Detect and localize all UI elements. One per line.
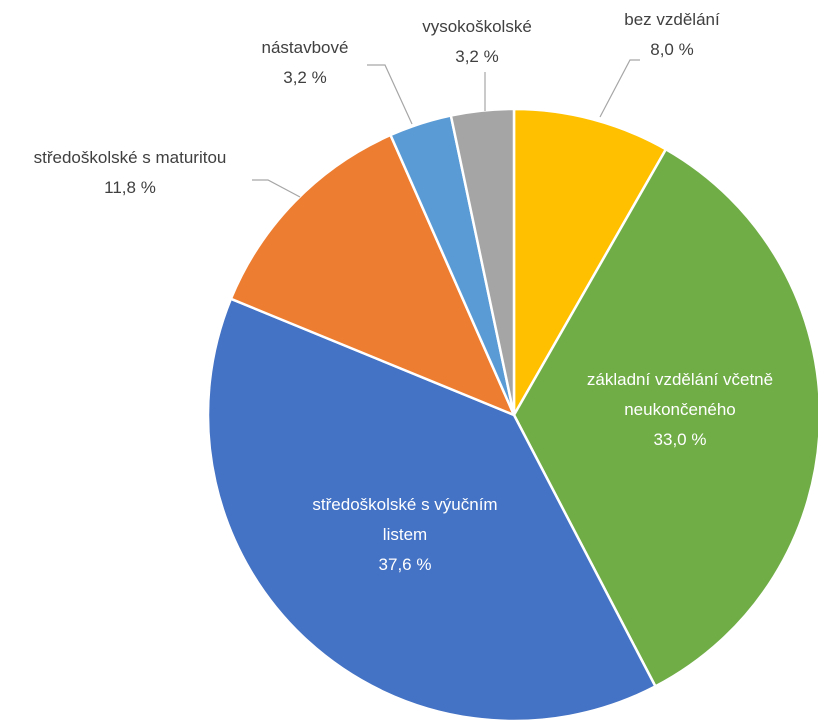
category-label: nástavbové <box>261 38 349 57</box>
leader-line <box>367 64 413 125</box>
slice-label: středoškolské s maturitou 11,8 % <box>0 143 260 203</box>
value-label: 33,0 % <box>653 430 707 449</box>
slice-label: nástavbové 3,2 % <box>225 33 385 93</box>
pie-slice <box>512 107 668 420</box>
slice-label: středoškolské s výučním listem 37,6 % <box>310 490 500 580</box>
leader-line <box>252 179 301 198</box>
value-label: 3,2 % <box>283 68 327 87</box>
value-label: 37,6 % <box>378 555 432 574</box>
value-label: 11,8 % <box>104 178 156 197</box>
leader-line <box>599 59 640 118</box>
category-label: středoškolské s maturitou <box>33 148 227 167</box>
slice-label: základní vzdělání včetně neukončeného 33,… <box>545 365 815 455</box>
category-label: bez vzdělání <box>624 10 720 29</box>
pie-slice <box>449 107 516 416</box>
slice-label: bez vzdělání 8,0 % <box>592 5 752 65</box>
category-label: středoškolské s výučním listem <box>312 495 498 544</box>
value-label: 8,0 % <box>650 40 694 59</box>
value-label: 3,2 % <box>455 47 499 66</box>
slice-label: vysokoškolské 3,2 % <box>387 12 567 72</box>
category-label: vysokoškolské <box>422 17 532 36</box>
pie-slice <box>206 297 658 722</box>
pie-slice <box>229 133 517 418</box>
category-label: základní vzdělání včetně neukončeného <box>586 370 774 419</box>
pie-slice <box>512 147 818 689</box>
